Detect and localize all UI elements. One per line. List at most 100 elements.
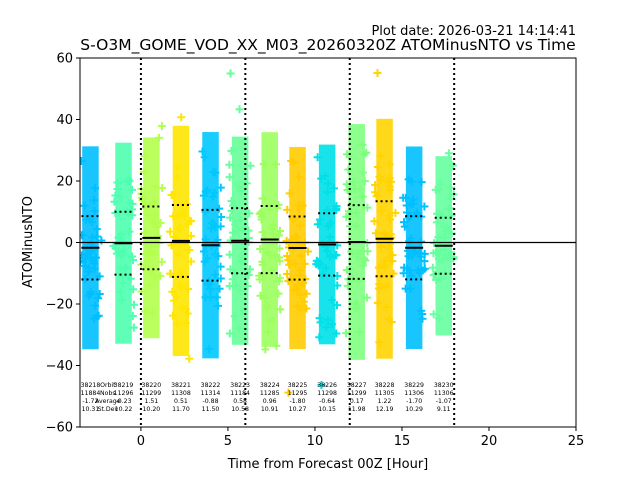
orbit-series-38224 [255,132,285,354]
obs-point [302,304,311,313]
obs-point [268,316,277,325]
obs-point [444,149,453,158]
obs-point [296,266,305,275]
obs-point [272,341,281,350]
obs-point [321,171,330,180]
obs-point [124,175,133,184]
obs-point [128,252,137,261]
obs-point [87,218,96,227]
obs-point [92,225,101,234]
obs-point [227,146,236,155]
obs-point [325,233,334,242]
obs-point [110,197,119,206]
obs-point [381,282,390,291]
obs-point [230,312,239,321]
obs-point [361,256,370,265]
obs-point [145,281,154,290]
stat-text-38218: 38218 [81,382,101,389]
obs-point [122,263,131,272]
obs-point [446,194,455,203]
obs-point [209,219,218,228]
obs-point [150,197,159,206]
obs-point [169,232,178,241]
obs-point [236,187,245,196]
orbit-series-38229 [399,146,429,349]
obs-point [168,287,177,296]
obs-point [201,207,210,216]
obs-point [114,233,123,242]
obs-point [217,213,226,222]
obs-point [442,250,451,259]
obs-point [389,269,398,278]
obs-point [113,184,122,193]
stat-text-38225: 38225 [288,382,308,389]
obs-point [185,354,194,363]
stat-header: Nobs [100,390,116,397]
obs-point [324,179,333,188]
obs-point [119,279,128,288]
obs-point [323,246,332,255]
obs-point [187,257,196,266]
obs-point [285,189,294,198]
obs-point [95,272,104,281]
obs-point [167,191,176,200]
obs-point [284,388,293,397]
chart-title: S-O3M_GOME_VOD_XX_M03_20260320Z ATOMinus… [80,36,575,55]
obs-point [226,69,235,78]
obs-point [257,215,266,224]
obs-point [358,261,367,270]
obs-point [288,214,297,223]
obs-point [333,281,342,290]
obs-point [124,209,133,218]
obs-point [175,223,184,232]
obs-point [144,210,153,219]
obs-point [140,228,149,237]
stat-text-38220: 1.51 [144,398,158,405]
obs-point [199,191,208,200]
obs-point [329,184,338,193]
obs-point [235,286,244,295]
obs-point [323,315,332,324]
obs-point [178,304,187,313]
obs-point [166,269,175,278]
obs-point [215,204,224,213]
obs-point [145,249,154,258]
obs-point [417,178,426,187]
obs-point [234,324,243,333]
obs-point [152,222,161,231]
obs-point [363,247,372,256]
obs-point [128,311,137,320]
scatter-layer [80,58,576,427]
obs-point [259,160,268,169]
stat-text-38218: -1.72 [82,398,98,405]
plot-date: Plot date: 2026-03-21 14:14:41 [371,24,576,39]
stat-text-38223: 11184 [230,390,250,397]
obs-point [173,173,182,182]
obs-point [437,274,446,283]
obs-point [258,270,267,279]
obs-point [158,184,167,193]
obs-point [284,256,293,265]
obs-point [210,188,219,197]
obs-point [413,210,422,219]
obs-point [303,247,312,256]
obs-point [198,147,207,156]
obs-point [235,105,244,114]
x-tick-label: 5 [224,434,232,449]
obs-point [151,182,160,191]
obs-point [299,297,308,306]
obs-point [409,199,418,208]
obs-point [174,250,183,259]
stat-text-38218: 10.31 [82,406,100,413]
obs-point [413,266,422,275]
obs-point [80,257,84,266]
obs-point [125,199,134,208]
y-tick-label: 60 [56,52,73,67]
obs-point [375,172,384,181]
obs-point [376,152,385,161]
obs-point [401,193,410,202]
obs-point [373,69,382,78]
obs-point [358,192,367,201]
obs-point [399,269,408,278]
obs-point [407,177,416,186]
